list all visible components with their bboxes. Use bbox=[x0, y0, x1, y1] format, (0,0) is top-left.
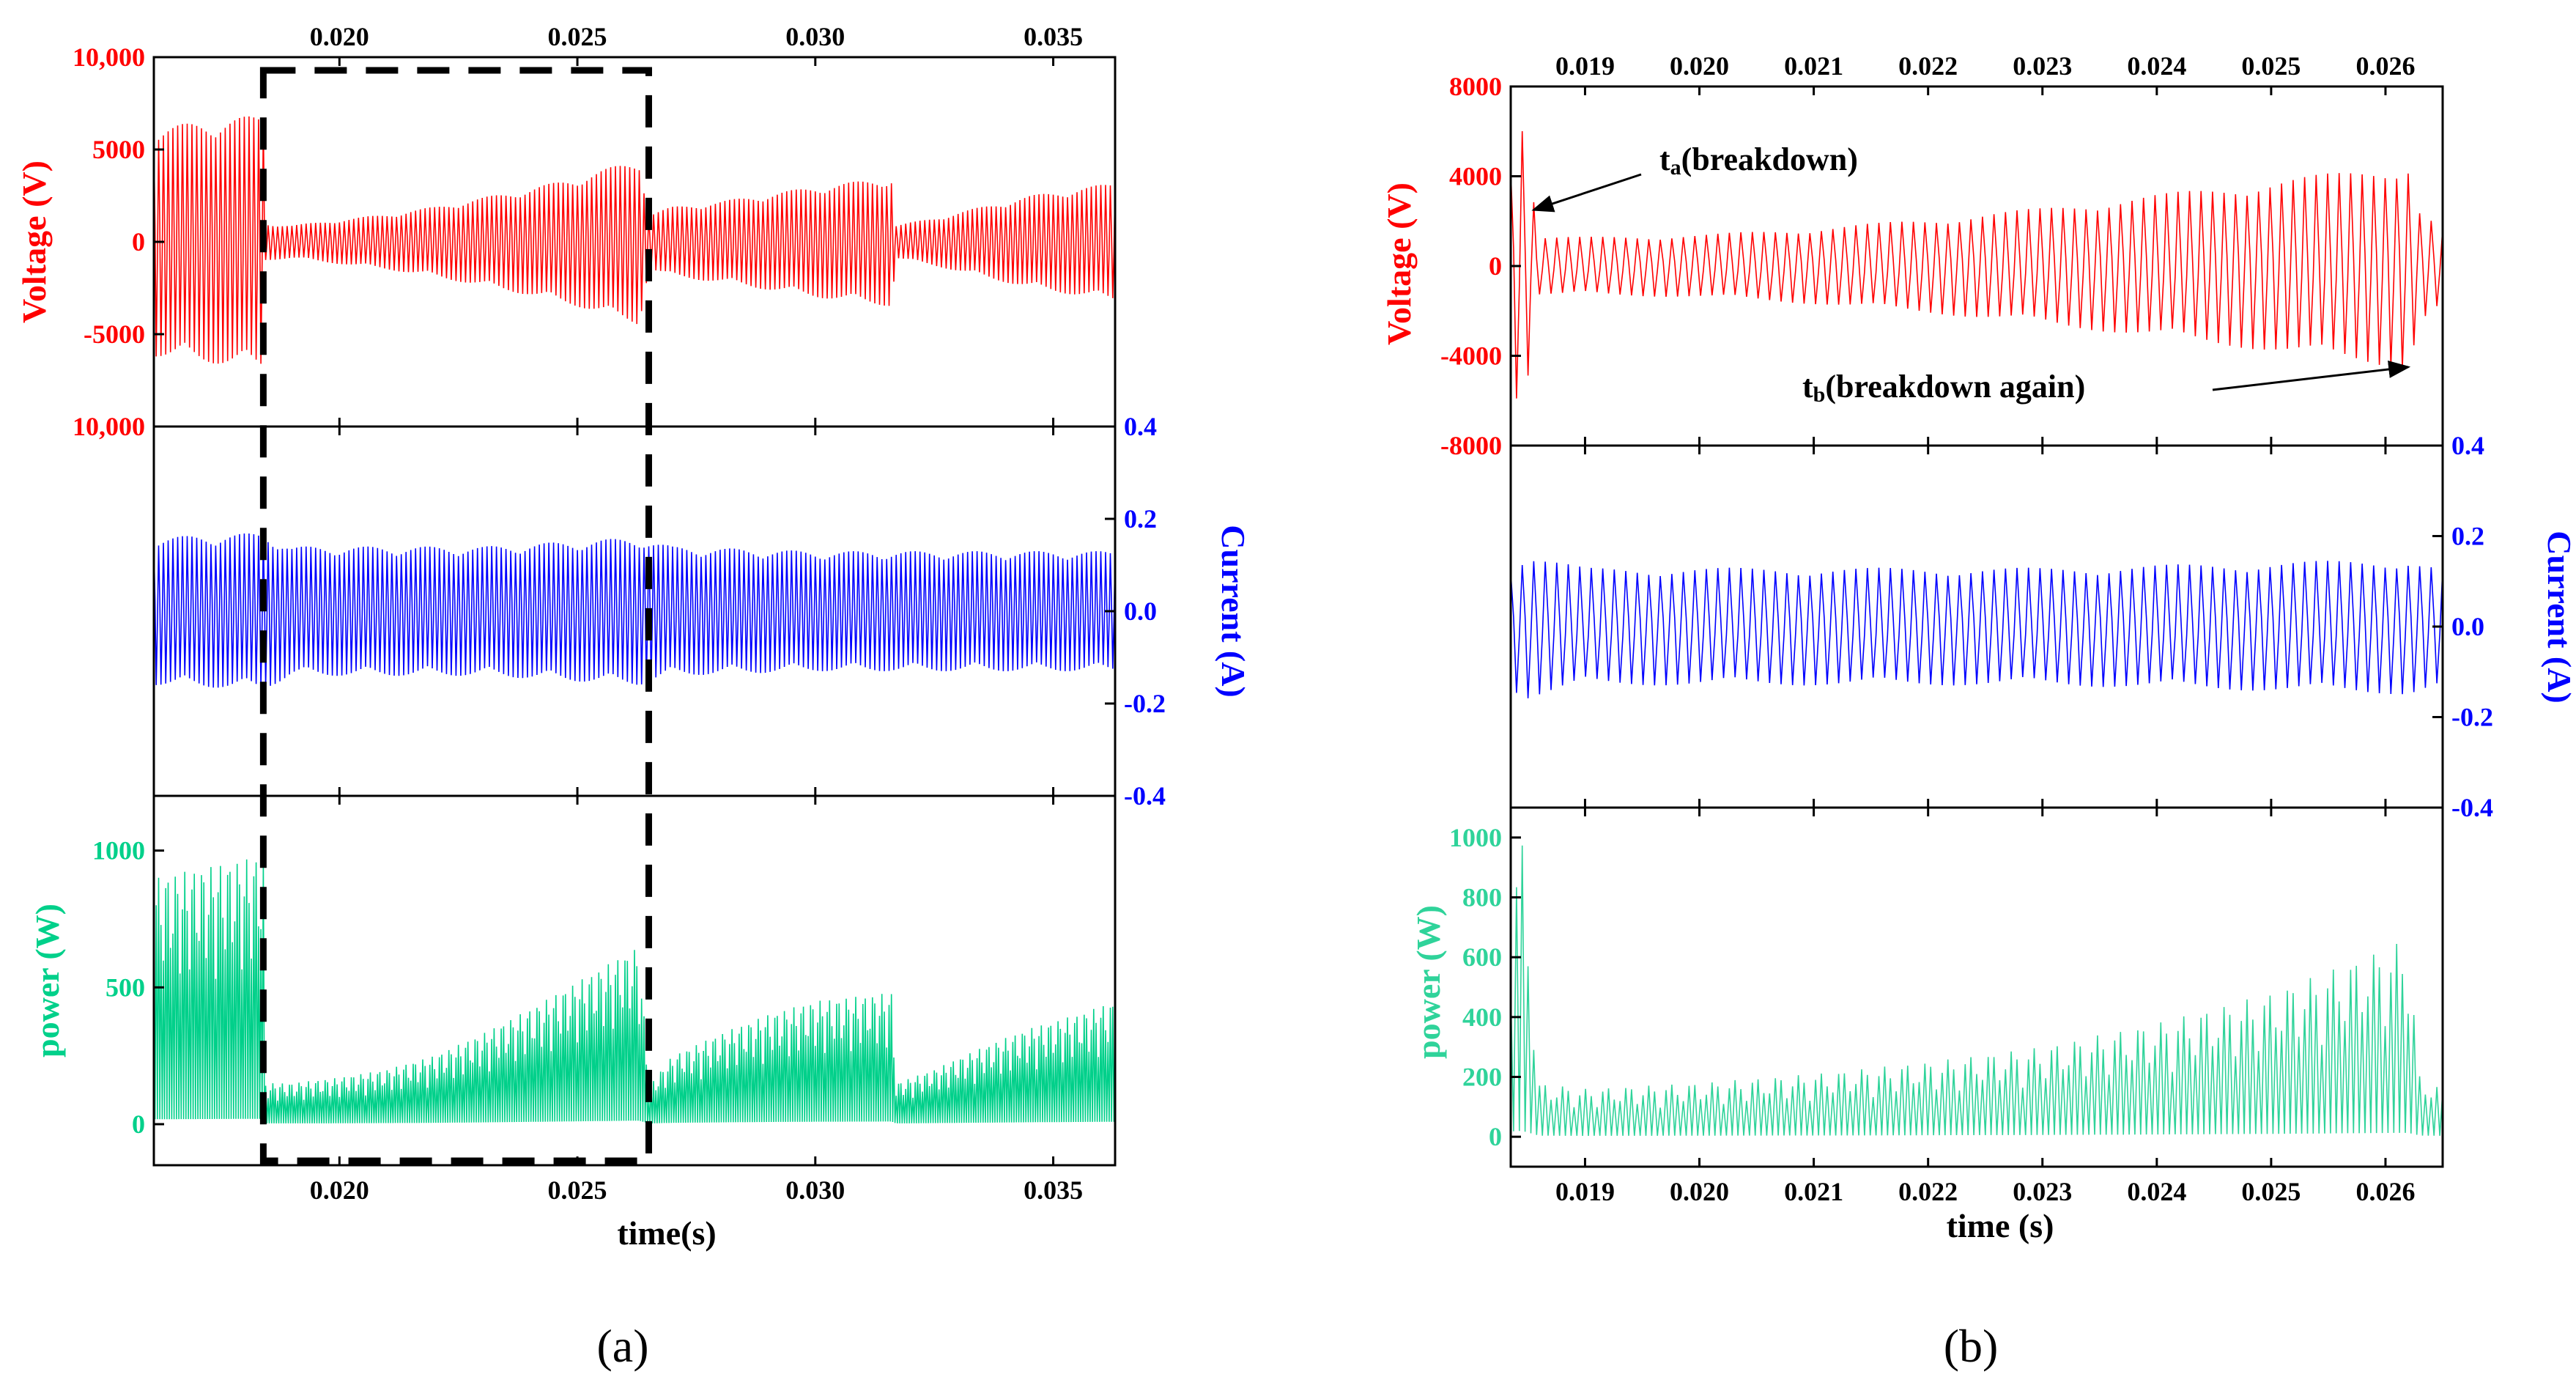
panel-a-voltage-ytick-label: 5000 bbox=[92, 135, 145, 164]
panel-b-voltage-ylabel: Voltage (V) bbox=[1380, 182, 1418, 345]
panel-b-current-ytick-label: 0.4 bbox=[2451, 431, 2484, 460]
panel-a-power-frame bbox=[152, 794, 1117, 1167]
panel-a-current-series bbox=[153, 533, 1116, 688]
panel-a-voltage-ytick-label: 10,000 bbox=[73, 412, 145, 441]
panel-b-power-ytick-label: 200 bbox=[1462, 1063, 1502, 1092]
panel-b-xtick-label-bottom: 0.021 bbox=[1784, 1177, 1843, 1206]
panel-b-current-series bbox=[1510, 561, 2443, 698]
panel-b-current-ylabel: Current (A) bbox=[2541, 531, 2576, 703]
panel-a-label: (a) bbox=[596, 1320, 648, 1372]
panel-a-current-ytick-label: -0.2 bbox=[1124, 689, 1166, 718]
panel-b-voltage-series bbox=[1510, 130, 2443, 399]
panel-b-annotation-arrow bbox=[1531, 173, 1642, 213]
panel-b-xtick-label-top: 0.024 bbox=[2127, 51, 2186, 81]
panel-b-power-ytick-label: 0 bbox=[1489, 1122, 1502, 1151]
panel-b-power-ytick-label: 800 bbox=[1462, 883, 1502, 912]
panel-b-label: (b) bbox=[1944, 1320, 1999, 1372]
panel-b-xtick-label-top: 0.026 bbox=[2355, 51, 2415, 81]
panel-b-voltage-ytick-label: 0 bbox=[1489, 251, 1502, 281]
panel-b-xtick-label-top: 0.019 bbox=[1555, 51, 1615, 81]
panel-b-voltage-ytick-label: -4000 bbox=[1440, 342, 1502, 371]
panel-a-xtick-label-top: 0.030 bbox=[785, 22, 845, 51]
panel-b-xtick-label-bottom: 0.022 bbox=[1898, 1177, 1958, 1206]
panel-a-xtick-label-bottom: 0.030 bbox=[785, 1175, 845, 1205]
panel-b-current-ytick-label: 0.0 bbox=[2451, 612, 2484, 641]
panel-a-power-series bbox=[153, 859, 1116, 1123]
panel-b-xtick-label-bottom: 0.025 bbox=[2241, 1177, 2301, 1206]
panel-b-xtick-label-top: 0.021 bbox=[1784, 51, 1843, 81]
panel-b-voltage-ytick-label: -8000 bbox=[1440, 431, 1502, 460]
panel-b-power-series bbox=[1510, 845, 2443, 1136]
panel-b-annotation-breakdown: ta(breakdown) bbox=[1659, 141, 1858, 180]
panel-b-voltage-ytick-label: 4000 bbox=[1449, 162, 1502, 191]
panel-b-voltage-ytick-label: 8000 bbox=[1449, 72, 1502, 101]
panel-a-current-ytick-label: -0.4 bbox=[1124, 781, 1166, 811]
panel-a-xtick-label-top: 0.035 bbox=[1024, 22, 1083, 51]
panel-b-power-ytick-label: 400 bbox=[1462, 1003, 1502, 1032]
panel-a-voltage-ylabel: Voltage (V) bbox=[15, 160, 53, 323]
panel-b-xtick-label-top: 0.023 bbox=[2013, 51, 2072, 81]
panel-b-current-ytick-label: 0.2 bbox=[2451, 522, 2484, 551]
panel-b-power-ylabel: power (W) bbox=[1410, 905, 1447, 1059]
panel-a-power-ytick-label: 500 bbox=[106, 972, 145, 1002]
panel-b-annotation-arrow bbox=[2212, 361, 2411, 391]
panel-a-voltage-ytick-label: -5000 bbox=[84, 320, 145, 349]
panel-a-voltage-series bbox=[153, 116, 1116, 364]
panel-b-xtick-label-bottom: 0.026 bbox=[2355, 1177, 2415, 1206]
panel-a-voltage-ytick-label: 10,000 bbox=[73, 43, 145, 72]
panel-a-xtick-label-bottom: 0.025 bbox=[548, 1175, 607, 1205]
panel-b-annotation-breakdown-again: tb(breakdown again) bbox=[1802, 369, 2085, 407]
panel-a-current-ytick-label: 0.2 bbox=[1124, 504, 1157, 534]
panel-a-xtick-label-bottom: 0.035 bbox=[1024, 1175, 1083, 1205]
panel-a-xtick-label-top: 0.025 bbox=[548, 22, 607, 51]
panel-a-xlabel: time(s) bbox=[617, 1214, 716, 1252]
panel-a-power-ylabel: power (W) bbox=[29, 904, 66, 1057]
panel-a-current-ytick-label: 0.4 bbox=[1124, 412, 1157, 441]
panel-a-xtick-label-bottom: 0.020 bbox=[310, 1175, 369, 1205]
panel-b-current-ytick-label: -0.2 bbox=[2451, 703, 2493, 732]
panel-b-power-ytick-label: 1000 bbox=[1449, 823, 1502, 852]
panel-a-xtick-label-top: 0.020 bbox=[310, 22, 369, 51]
panel-b-xtick-label-bottom: 0.024 bbox=[2127, 1177, 2186, 1206]
panel-b-xtick-label-bottom: 0.019 bbox=[1555, 1177, 1615, 1206]
panel-a-power-ytick-label: 1000 bbox=[92, 836, 145, 865]
panel-b-power-ytick-label: 600 bbox=[1462, 942, 1502, 972]
panel-b-xtick-label-top: 0.022 bbox=[1898, 51, 1958, 81]
panel-a-highlight-box bbox=[259, 67, 652, 1164]
panel-a-current-ytick-label: 0.0 bbox=[1124, 597, 1157, 626]
panel-a-current-ylabel: Current (A) bbox=[1215, 525, 1252, 697]
panel-b-xtick-label-bottom: 0.023 bbox=[2013, 1177, 2072, 1206]
panel-b-xlabel: time (s) bbox=[1947, 1207, 2054, 1244]
panel-b-current-frame bbox=[1509, 444, 2444, 809]
panel-a-voltage-ytick-label: 0 bbox=[132, 227, 145, 256]
panel-b-power-frame bbox=[1509, 806, 2444, 1168]
panel-b-xtick-label-top: 0.025 bbox=[2241, 51, 2301, 81]
panel-a-power-ytick-label: 0 bbox=[132, 1110, 145, 1139]
panel-b-current-ytick-label: -0.4 bbox=[2451, 793, 2493, 822]
panel-b-xtick-label-top: 0.020 bbox=[1670, 51, 1729, 81]
panel-b-xtick-label-bottom: 0.020 bbox=[1670, 1177, 1729, 1206]
